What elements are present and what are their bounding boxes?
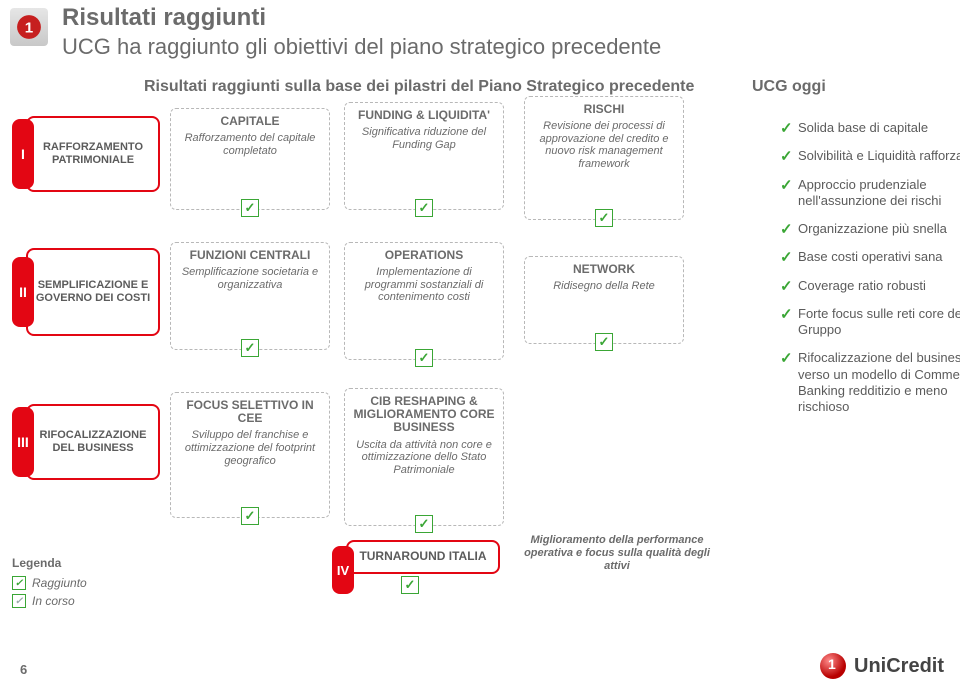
card-desc: Ridisegno della Rete	[529, 280, 679, 293]
slide: 1 Risultati raggiunti UCG ha raggiunto g…	[0, 0, 960, 689]
bullet-item: Base costi operativi sana	[780, 249, 960, 265]
card-title: OPERATIONS	[349, 249, 499, 262]
card: CAPITALE Rafforzamento del capitale compl…	[170, 108, 330, 210]
check-icon: ✓	[595, 333, 613, 351]
check-icon: ✓	[595, 209, 613, 227]
card-desc: Rafforzamento del capitale completato	[175, 132, 325, 157]
check-icon: ✓	[241, 339, 259, 357]
legend-title: Legenda	[12, 556, 87, 570]
pillar-num-iv: IV	[332, 546, 354, 594]
card-desc: Sviluppo del franchise e ottimizzazione …	[175, 429, 325, 467]
bullet-item: Coverage ratio robusti	[780, 278, 960, 294]
section-title: Risultati raggiunti sulla base dei pilas…	[144, 78, 694, 96]
brand-text: UniCredit	[854, 655, 944, 678]
pillar-box: RIFOCALIZZAZIONE DEL BUSINESS	[26, 404, 160, 480]
card-title: CAPITALE	[175, 115, 325, 128]
pillar-box: RAFFORZAMENTO PATRIMONIALE	[26, 116, 160, 192]
pillar-num: II	[12, 257, 34, 327]
card: OPERATIONS Implementazione di programmi s…	[344, 242, 504, 360]
card: NETWORKRidisegno della Rete✓	[524, 256, 684, 344]
card-title: CIB RESHAPING & MIGLIORAMENTO CORE BUSIN…	[349, 395, 499, 435]
card-desc: Semplificazione societaria e organizzati…	[175, 266, 325, 291]
check-icon: ✓	[401, 576, 419, 594]
bullet-item: Forte focus sulle reti core del Gruppo	[780, 306, 960, 339]
bullet-item: Solvibilità e Liquidità rafforzate	[780, 148, 960, 164]
card-desc: Revisione dei processi di approvazione d…	[529, 120, 679, 171]
miglioramento-text: Miglioramento della performance operativ…	[524, 534, 710, 574]
ucg-oggi-label: UCG oggi	[752, 78, 826, 96]
pillar-num: I	[12, 119, 34, 189]
bullet-item: Organizzazione più snella	[780, 221, 960, 237]
check-icon: ✓	[12, 576, 26, 590]
card-title: FUNZIONI CENTRALI	[175, 249, 325, 262]
card-desc: Uscita da attività non core e ottimizzaz…	[349, 439, 499, 477]
pillar-num: III	[12, 407, 34, 477]
check-icon: ✓	[241, 199, 259, 217]
bullet-item: Solida base di capitale	[780, 120, 960, 136]
bullet-item: Rifocalizzazione del business verso un m…	[780, 350, 960, 415]
check-icon: ✓	[415, 199, 433, 217]
check-icon: ✓	[12, 594, 26, 608]
legend: Legenda ✓ Raggiunto ✓ In corso	[12, 556, 87, 608]
legend-raggiunto: Raggiunto	[32, 576, 87, 590]
card: FUNZIONI CENTRALI Semplificazione societa…	[170, 242, 330, 350]
page-number: 6	[20, 662, 27, 677]
card: RISCHI Revisione dei processi di approvaz…	[524, 96, 684, 220]
brand-logo: UniCredit	[820, 653, 944, 679]
page-title: Risultati raggiunti	[62, 4, 266, 32]
bullets-list: Solida base di capitale Solvibilità e Liq…	[740, 120, 960, 427]
check-icon: ✓	[415, 515, 433, 533]
logo-top-icon: 1	[10, 8, 48, 46]
pillar: IIIRIFOCALIZZAZIONE DEL BUSINESS	[12, 404, 148, 480]
card-title: FUNDING & LIQUIDITA'	[349, 109, 499, 122]
check-icon: ✓	[241, 507, 259, 525]
card: FUNDING & LIQUIDITA' Significativa riduzi…	[344, 102, 504, 210]
unicredit-ball-icon	[820, 653, 846, 679]
svg-text:1: 1	[25, 19, 33, 36]
pillar-box: SEMPLIFICAZIONE E GOVERNO DEI COSTI	[26, 248, 160, 336]
page-subtitle: UCG ha raggiunto gli obiettivi del piano…	[62, 34, 661, 60]
pillar: IRAFFORZAMENTO PATRIMONIALE	[12, 116, 148, 192]
card-title: NETWORK	[529, 263, 679, 276]
card-title: RISCHI	[529, 103, 679, 116]
pillar-iv: IV TURNAROUND ITALIA ✓	[332, 540, 488, 574]
legend-incorso: In corso	[32, 594, 75, 608]
check-icon: ✓	[415, 349, 433, 367]
pillar: IISEMPLIFICAZIONE E GOVERNO DEI COSTI	[12, 248, 148, 336]
card-desc: Significativa riduzione del Funding Gap	[349, 126, 499, 151]
pillar-box-iv: TURNAROUND ITALIA	[346, 540, 500, 574]
card-desc: Implementazione di programmi sostanziali…	[349, 266, 499, 304]
card-title: FOCUS SELETTIVO IN CEE	[175, 399, 325, 425]
bullet-item: Approccio prudenziale nell'assunzione de…	[780, 177, 960, 210]
card: FOCUS SELETTIVO IN CEE Sviluppo del franc…	[170, 392, 330, 518]
card: CIB RESHAPING & MIGLIORAMENTO CORE BUSIN…	[344, 388, 504, 526]
